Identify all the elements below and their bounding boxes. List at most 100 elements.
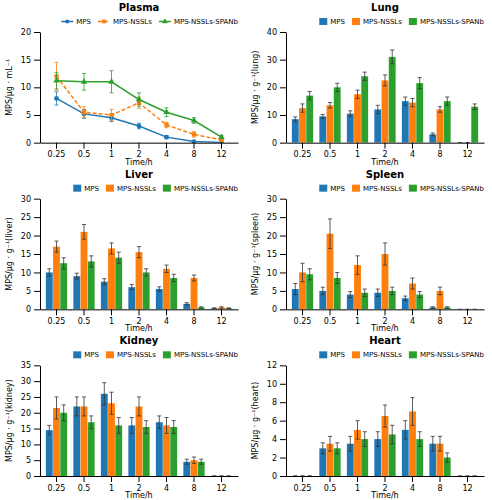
x-tick: 0.25 [48, 309, 66, 326]
bar [306, 476, 313, 477]
tick-label: 2 [272, 454, 277, 463]
bar-series [46, 269, 218, 310]
tick-label: 1 [355, 150, 360, 159]
x-tick: 1 [109, 476, 114, 493]
tick-mark [357, 476, 358, 482]
error-bar [130, 418, 134, 434]
tick-mark [111, 309, 112, 315]
bar [306, 96, 313, 143]
y-tick: 2 [272, 454, 286, 463]
y-axis-label: MPS/μg · g⁻¹(spleen) [251, 213, 260, 295]
legend-label: MPS [330, 18, 345, 26]
y-axis: 051015202530 [267, 195, 287, 315]
error-bar [109, 392, 113, 414]
tick-mark [440, 143, 441, 149]
y-axis-label: MPS/μg · mL⁻¹ [5, 59, 14, 116]
x-axis-label: Time/h [370, 491, 398, 500]
tick-mark [34, 254, 40, 255]
bar [198, 307, 205, 309]
legend: MPSMPS-NSSLsMPS-NSSLs-SPANb [73, 351, 238, 359]
marker [81, 78, 87, 84]
legend-item: MPS [73, 185, 99, 193]
error-bar [458, 309, 462, 310]
tick-mark [139, 309, 140, 315]
panel: 051015202530350.250.5124812Time/hMPS/μg … [5, 335, 239, 500]
tick-mark [34, 381, 40, 382]
tick-label: 30 [21, 195, 31, 204]
bar [101, 282, 108, 310]
tick-mark [302, 476, 303, 482]
marks [46, 383, 231, 476]
legend-label: MPS-NSSLs-SPANb [174, 185, 239, 193]
error-bar [165, 135, 169, 138]
error-bar [383, 75, 387, 86]
error-bar [212, 307, 216, 309]
bar [73, 406, 80, 476]
error-bar [219, 476, 223, 477]
tick-mark [194, 309, 195, 315]
figure: 051015200.250.5124812Time/hMPS/μg · mL⁻¹… [0, 0, 492, 500]
error-bar [293, 117, 297, 121]
x-tick: 1 [355, 476, 360, 493]
legend-label: MPS-NSSLs [117, 351, 156, 359]
error-bar [293, 284, 297, 295]
error-bar [55, 92, 59, 105]
bar-series [293, 421, 462, 476]
y-tick: 25 [267, 213, 286, 222]
y-axis: 024681012 [267, 361, 287, 481]
error-bar [410, 278, 414, 289]
tick-label: 8 [437, 150, 442, 159]
tick-label: 5 [26, 111, 31, 120]
legend-item: MPS-NSSLs [352, 18, 402, 26]
bar [464, 476, 471, 477]
tick-label: 0.25 [294, 484, 312, 493]
tick-mark [166, 143, 167, 149]
panel: 0246810120.250.5124812Time/hMPS/μg · g⁻¹… [251, 335, 485, 500]
legend-label: MPS-NSSLs [363, 18, 402, 26]
legend-item: MPS-NSSLs [106, 351, 156, 359]
legend-swatch [73, 351, 81, 358]
tick-label: 0.5 [324, 317, 337, 326]
legend-swatch [409, 185, 417, 192]
x-tick: 4 [164, 309, 169, 326]
y-tick: 10 [21, 440, 40, 449]
y-tick: 0 [272, 472, 286, 481]
bar-series [299, 75, 469, 143]
tick-label: 30 [21, 377, 31, 386]
tick-mark [34, 115, 40, 116]
error-bar [192, 275, 196, 281]
tick-label: 35 [21, 361, 31, 370]
error-bar [438, 436, 442, 451]
legend-item: MPS-NSSLs [106, 185, 156, 193]
bar [60, 263, 67, 309]
error-bar [445, 453, 449, 462]
x-tick: 0.5 [324, 309, 337, 326]
error-bar [62, 405, 66, 421]
tick-mark [166, 309, 167, 315]
legend-label: MPS-NSSLs-SPANb [420, 351, 485, 359]
x-tick: 0.25 [48, 476, 66, 493]
bar [354, 94, 361, 142]
x-tick: 1 [355, 143, 360, 160]
tick-label: 15 [21, 56, 31, 65]
legend-item: MPS-NSSLs-SPANb [409, 185, 485, 193]
marks [53, 62, 224, 142]
y-tick: 25 [21, 213, 40, 222]
y-tick: 15 [267, 250, 286, 259]
legend-item: MPS [73, 351, 99, 359]
error-bar [227, 307, 231, 309]
bar [46, 430, 53, 476]
bar [60, 413, 67, 476]
error-bar [418, 432, 422, 447]
tick-label: 15 [267, 250, 277, 259]
bar-series [60, 252, 232, 309]
tick-label: 25 [21, 213, 31, 222]
error-bar [192, 132, 196, 138]
bar [457, 309, 464, 310]
x-tick: 1 [109, 309, 114, 326]
tick-label: 8 [191, 150, 196, 159]
y-tick: 15 [21, 425, 40, 434]
tick-mark [280, 421, 286, 422]
tick-mark [34, 460, 40, 461]
legend: MPSMPS-NSSLsMPS-NSSLs-SPANb [319, 18, 484, 26]
